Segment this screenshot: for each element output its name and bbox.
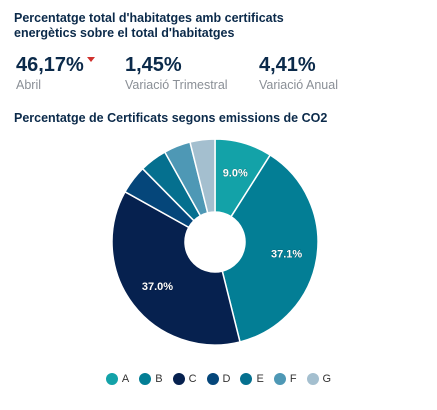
kpi-current-value: 46,17% [16,54,84,76]
legend-item-f[interactable]: F [273,373,297,385]
legend-label: D [222,373,231,385]
legend-item-a[interactable]: A [105,373,130,385]
chart-legend: A B C D E F G [0,370,437,388]
legend-label: A [121,373,130,385]
kpi-annual: 4,41% Variació Anual [259,53,338,93]
chart-title: Percentatge de Certificats segons emissi… [14,111,328,125]
legend-swatch [105,373,118,385]
legend-item-d[interactable]: D [206,373,231,385]
legend-item-c[interactable]: C [172,373,197,385]
kpi-current-label: Abril [16,78,42,92]
legend-swatch [240,373,253,385]
legend-swatch [139,373,152,385]
legend-swatch [306,373,319,385]
kpi-quarterly-value: 1,45% [125,54,182,76]
kpi-current-value-row: 46,17% [16,53,95,77]
legend-item-b[interactable]: B [139,373,163,385]
legend-label: E [256,373,264,385]
slice-c[interactable] [111,190,241,346]
legend-swatch [273,373,286,385]
data-label-a: 9.0% [223,167,248,179]
data-label-b: 37.1% [271,249,302,261]
kpi-quarterly-label: Variació Trimestral [125,78,228,92]
kpi-row: 46,17% Abril 1,45% Variació Trimestral 4… [14,53,424,99]
slice-g[interactable] [189,138,216,214]
legend-item-g[interactable]: G [306,373,332,385]
legend-swatch [172,373,185,385]
legend-label: G [322,373,332,385]
kpi-annual-label: Variació Anual [259,78,338,92]
legend-item-e[interactable]: E [240,373,264,385]
legend-label: B [155,373,163,385]
trend-down-icon [86,57,95,63]
kpi-current: 46,17% Abril [16,53,95,93]
kpi-quarterly: 1,45% Variació Trimestral [125,53,228,93]
legend-label: C [188,373,197,385]
page-title: Percentatge total d'habitatges amb certi… [14,11,284,40]
legend-swatch [206,373,219,385]
legend-label: F [289,373,297,385]
donut-chart: 9.0% 37.1% 37.0% [111,138,319,346]
kpi-annual-value: 4,41% [259,54,316,76]
data-label-c: 37.0% [142,281,173,293]
slice-b[interactable] [221,153,319,343]
